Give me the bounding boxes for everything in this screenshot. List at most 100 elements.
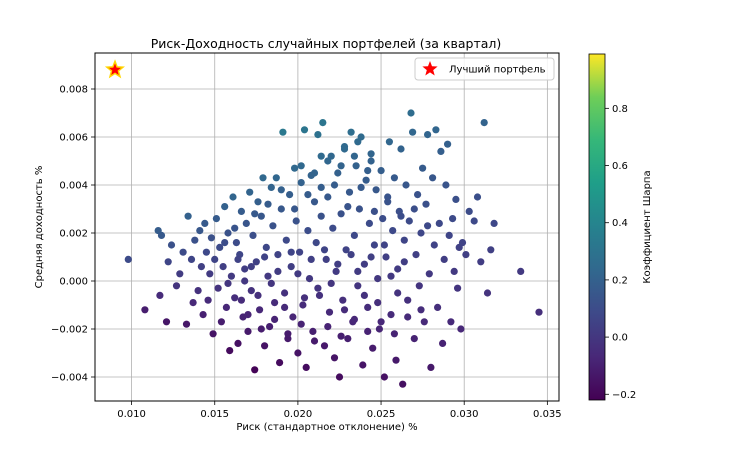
data-point — [344, 335, 352, 343]
data-point — [340, 306, 349, 314]
data-point — [350, 315, 358, 323]
data-point — [354, 138, 362, 146]
data-point — [354, 267, 362, 275]
colorbar-tick-label: 0.4 — [612, 218, 628, 229]
data-point — [425, 270, 433, 278]
data-point — [369, 344, 377, 352]
data-point — [241, 265, 249, 273]
data-point — [191, 236, 199, 244]
x-axis-label: Риск (стандартное отклонение) % — [236, 422, 417, 433]
data-point — [377, 167, 385, 175]
data-point — [342, 246, 350, 254]
data-point — [375, 325, 383, 333]
data-point — [199, 311, 207, 319]
data-point — [219, 263, 227, 271]
data-point — [141, 306, 149, 314]
data-point — [517, 267, 525, 275]
data-point — [271, 299, 279, 307]
data-point — [407, 109, 415, 117]
colorbar-tick-label: −0.2 — [612, 390, 636, 401]
data-point — [217, 318, 225, 326]
data-point — [272, 174, 280, 182]
data-point — [535, 308, 543, 316]
data-point — [427, 363, 435, 371]
data-point — [281, 289, 289, 297]
data-point — [279, 128, 287, 136]
data-point — [329, 224, 337, 232]
data-point — [284, 330, 292, 338]
data-point — [430, 241, 438, 249]
data-point — [357, 183, 365, 191]
data-point — [300, 126, 309, 134]
data-point — [390, 174, 398, 182]
data-point — [470, 217, 478, 225]
data-point — [297, 162, 305, 170]
data-point — [350, 152, 358, 160]
data-point — [267, 183, 275, 191]
data-point — [310, 337, 319, 345]
data-point — [252, 258, 260, 266]
data-point — [237, 207, 245, 215]
data-point — [257, 212, 265, 220]
data-point — [315, 291, 324, 299]
data-point — [360, 291, 368, 299]
data-point — [465, 207, 473, 215]
data-point — [249, 231, 257, 239]
data-point — [231, 294, 239, 302]
data-point — [254, 291, 262, 299]
data-point — [304, 191, 312, 199]
data-point — [156, 291, 164, 299]
y-tick-label: 0.008 — [59, 85, 88, 96]
data-point — [473, 193, 482, 201]
data-point — [274, 267, 282, 275]
data-point — [385, 138, 393, 146]
data-point — [264, 272, 272, 280]
data-point — [355, 205, 363, 213]
data-point — [480, 119, 488, 127]
data-point — [286, 191, 294, 199]
data-point — [380, 241, 388, 249]
data-point — [392, 356, 400, 364]
data-point — [382, 253, 390, 261]
data-point — [211, 255, 219, 263]
chart-title: Риск-Доходность случайных портфелей (за … — [151, 36, 502, 51]
data-point — [234, 255, 242, 263]
data-point — [257, 325, 265, 333]
data-point — [291, 205, 299, 213]
data-point — [344, 203, 352, 211]
data-point — [367, 253, 375, 261]
legend-label: Лучший портфель — [449, 65, 546, 76]
data-point — [294, 270, 302, 278]
data-point — [264, 200, 272, 208]
data-point — [251, 210, 259, 218]
data-point — [389, 227, 397, 235]
data-point — [204, 296, 212, 304]
data-point — [347, 251, 355, 259]
data-point — [196, 227, 204, 235]
colorbar-tick-label: 0.8 — [612, 104, 628, 115]
data-point — [420, 318, 428, 326]
data-point — [262, 243, 270, 251]
data-point — [276, 359, 284, 367]
data-point — [310, 169, 319, 177]
legend: Лучший портфель — [414, 57, 555, 81]
data-point — [477, 258, 485, 266]
data-point — [352, 162, 360, 170]
data-point — [309, 327, 317, 335]
data-point — [337, 210, 345, 218]
data-point — [176, 270, 184, 278]
data-point — [444, 140, 452, 148]
data-point — [232, 239, 240, 247]
data-point — [256, 306, 264, 314]
data-point — [422, 200, 430, 208]
data-point — [221, 203, 229, 211]
data-point — [327, 279, 335, 287]
legend-box — [414, 57, 555, 81]
data-point — [412, 251, 420, 259]
data-point — [277, 186, 285, 194]
y-tick-label: −0.004 — [51, 373, 88, 384]
data-point — [227, 272, 235, 280]
data-point — [450, 267, 458, 275]
data-point — [372, 186, 380, 194]
